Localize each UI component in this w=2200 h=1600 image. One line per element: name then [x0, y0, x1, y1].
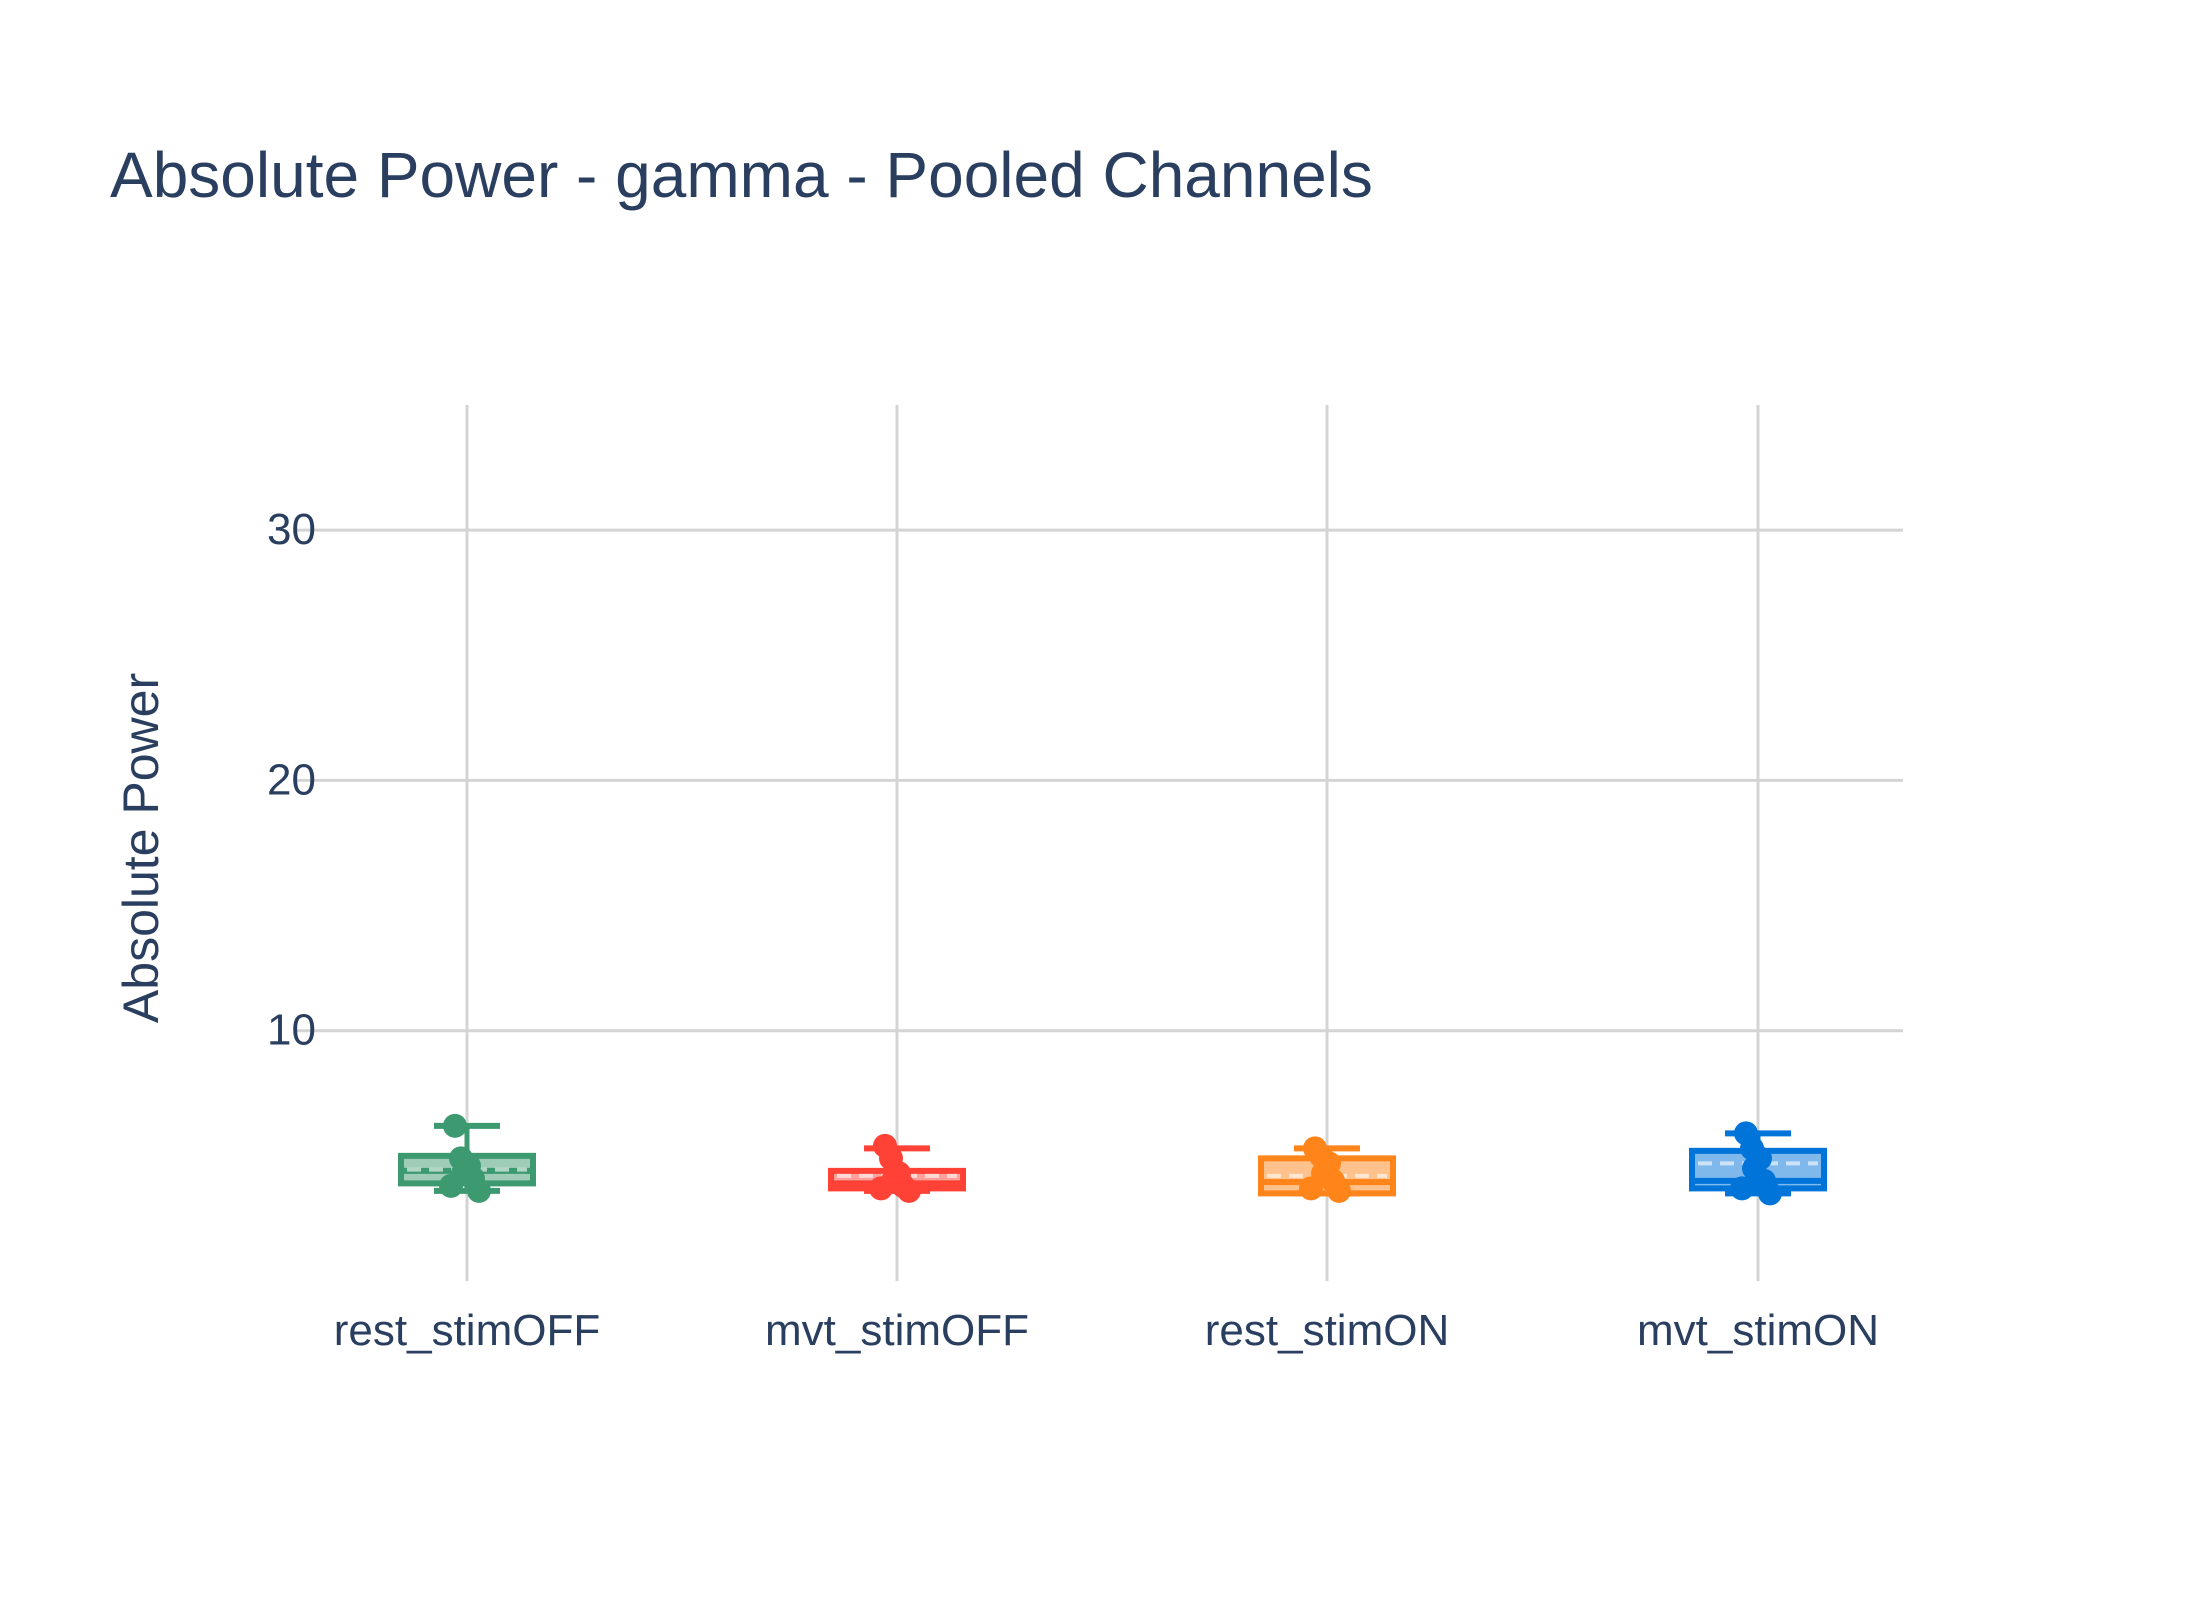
data-point — [1327, 1178, 1351, 1203]
data-point — [1299, 1176, 1323, 1201]
x-tick-label: rest_stimOFF — [334, 1306, 600, 1355]
data-point — [897, 1178, 921, 1203]
box-rest_stimOFF — [398, 1113, 536, 1203]
grid-layer — [296, 405, 1903, 1281]
chart-title: Absolute Power - gamma - Pooled Channels — [110, 139, 1373, 211]
data-point — [869, 1176, 893, 1201]
box-mvt_stimOFF — [828, 1133, 966, 1203]
x-tick-label: rest_stimON — [1205, 1306, 1449, 1355]
data-point — [439, 1173, 463, 1198]
data-point — [467, 1178, 491, 1203]
box-mvt_stimON — [1689, 1121, 1827, 1206]
y-tick-label: 20 — [267, 755, 316, 804]
y-tick-label: 30 — [267, 505, 316, 554]
box-layer — [398, 1113, 1827, 1206]
data-point — [1758, 1181, 1782, 1206]
y-tick-label: 10 — [267, 1006, 316, 1055]
box-rest_stimON — [1258, 1136, 1396, 1203]
label-layer: 10 20 30 rest_stimOFF mvt_stimOFF rest_stimON… — [267, 505, 1879, 1355]
y-axis-title: Absolute Power — [113, 673, 169, 1023]
x-tick-label: mvt_stimON — [1637, 1306, 1879, 1355]
data-point — [443, 1113, 467, 1138]
data-point — [1730, 1176, 1754, 1201]
x-tick-label: mvt_stimOFF — [765, 1306, 1029, 1355]
